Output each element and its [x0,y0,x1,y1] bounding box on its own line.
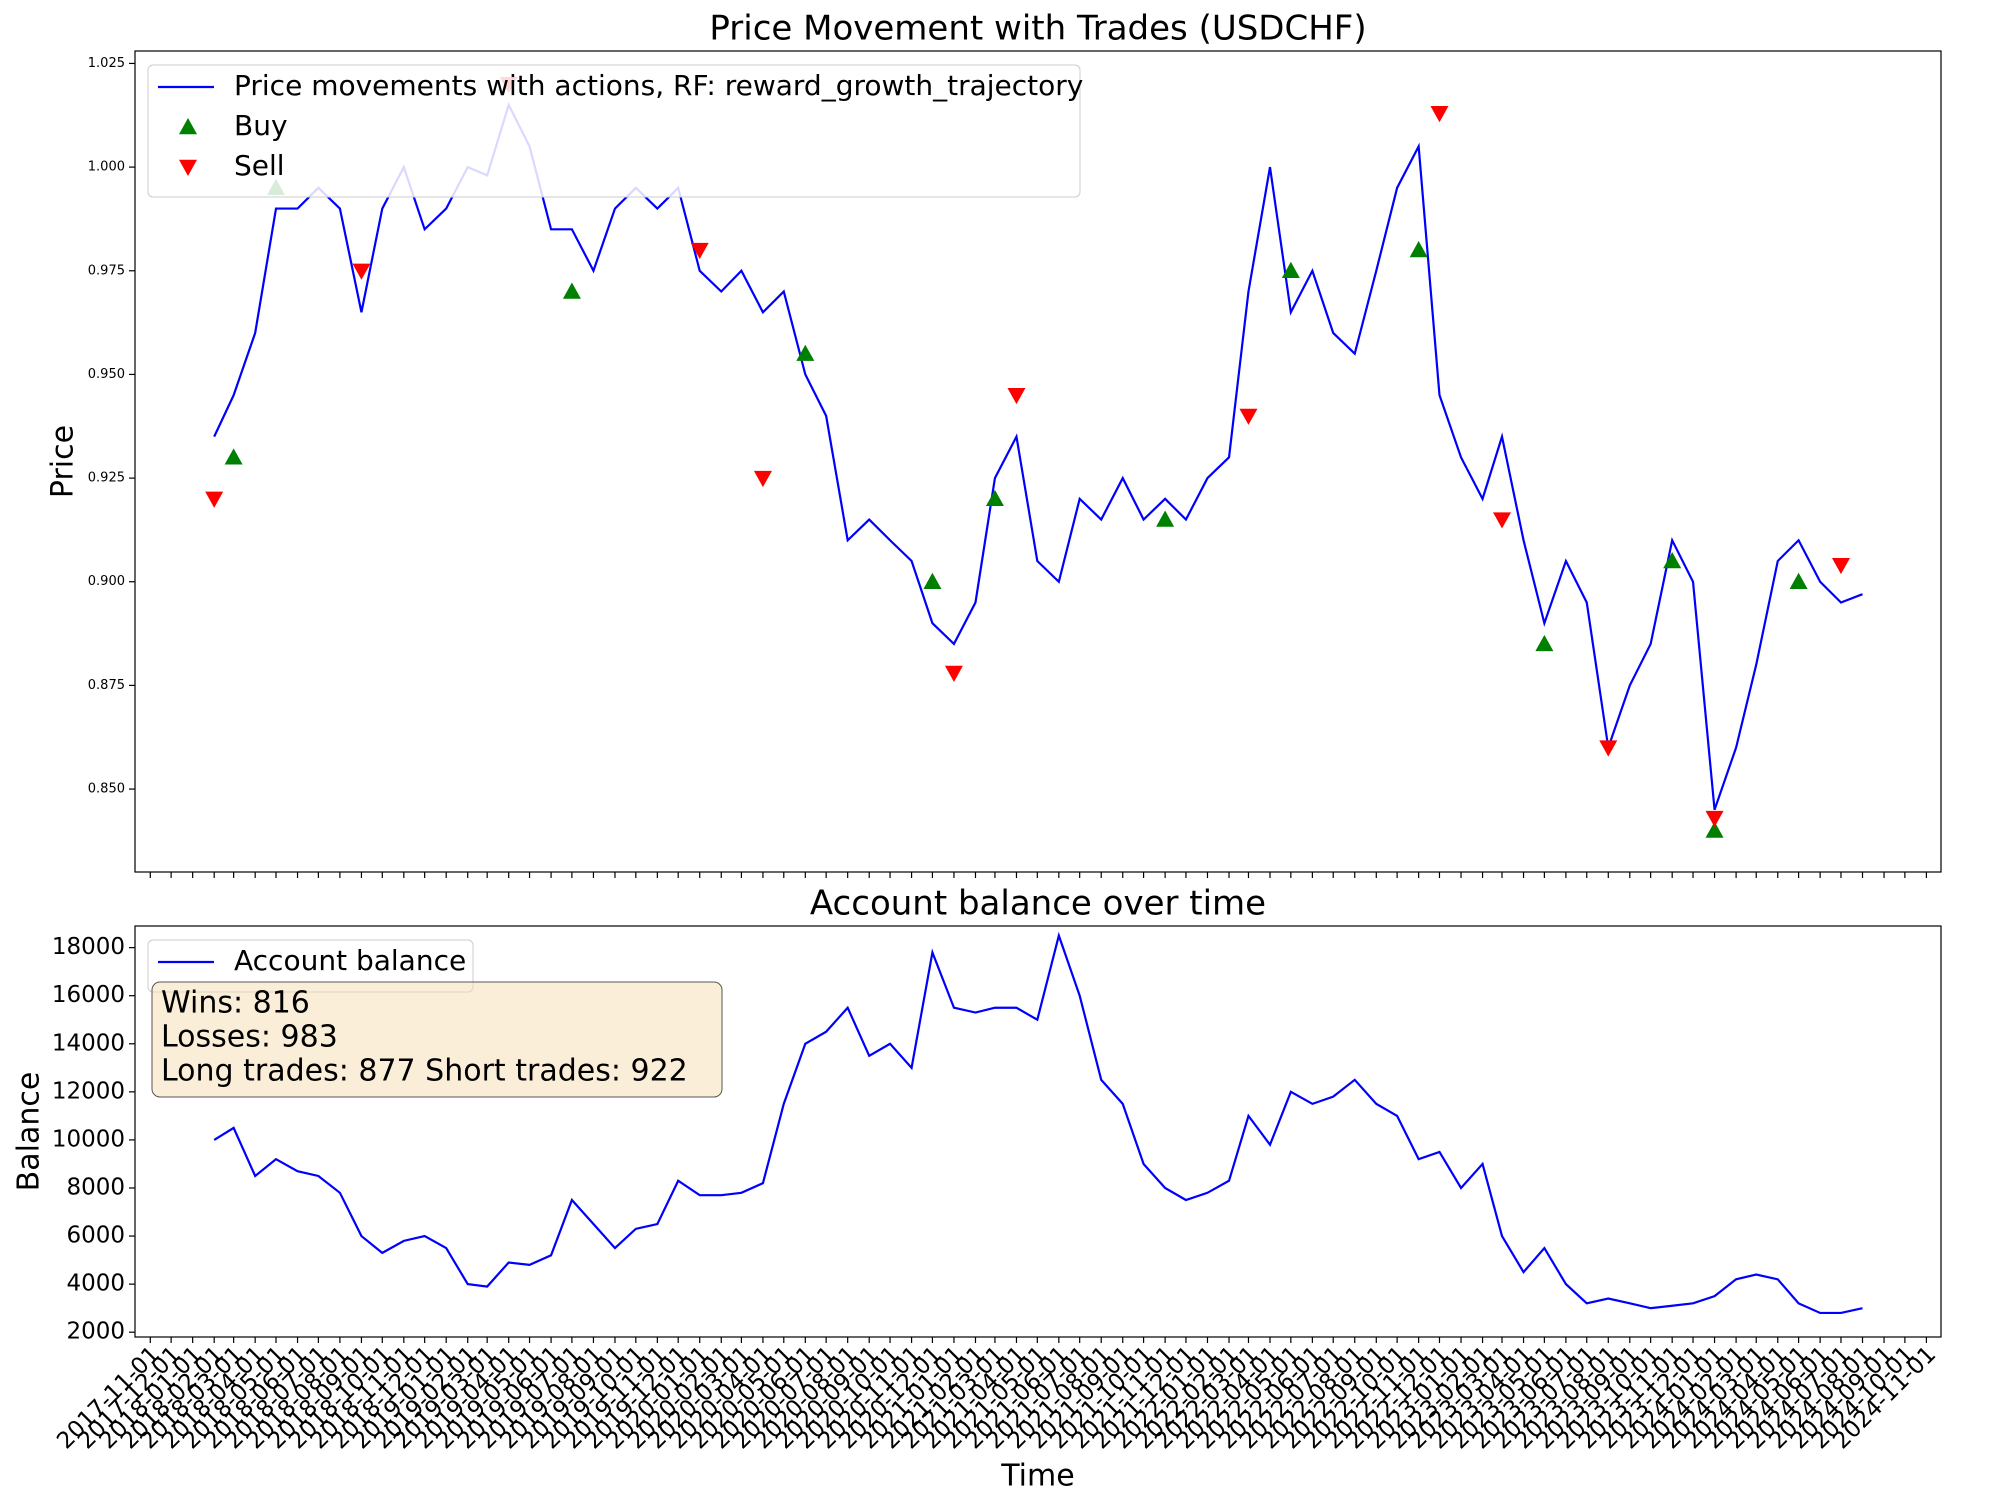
legend-label: Buy [234,109,288,142]
y-axis-label: Balance [12,1072,47,1192]
y-axis-label: Price [46,425,81,498]
trade-marker [1705,810,1724,828]
trade-marker [753,470,772,488]
trade-marker [985,489,1004,507]
trade-marker [1430,105,1449,123]
y-tick-label: 1.025 [88,56,125,71]
trade-marker [352,263,371,280]
trade-marker [1281,261,1300,278]
y-tick-label: 16000 [52,982,125,1008]
y-tick-label: 0.925 [88,471,125,486]
legend-label: Price movements with actions, RF: reward… [234,69,1083,102]
trade-marker [1007,387,1026,405]
annotation-text: Wins: 816 [161,986,310,1021]
y-tick-label: 12000 [52,1078,125,1104]
series-line [213,101,1863,811]
y-tick-label: 6000 [66,1223,125,1249]
trade-marker [923,572,942,589]
trade-marker [1535,634,1554,652]
trade-marker [1493,512,1512,529]
trade-marker [1239,408,1258,425]
trade-marker [224,448,243,465]
trade-marker [1409,241,1428,258]
y-tick-label: 0.875 [88,678,125,693]
trade-marker [1663,552,1682,569]
x-axis-label: Time [1000,1459,1074,1494]
plot-frame [134,925,1942,1338]
y-tick-label: 14000 [52,1030,125,1056]
y-tick-label: 0.900 [88,574,125,589]
trade-marker [690,242,709,260]
annotation-text: Losses: 983 [161,1020,338,1055]
legend-marker [179,118,197,135]
legend-marker [179,159,197,176]
y-tick-label: 0.850 [88,782,125,797]
chart-title: Account balance over time [810,884,1266,924]
legend-box [147,64,1081,198]
y-tick-label: 4000 [66,1271,125,1297]
y-tick-label: 1.000 [88,160,125,175]
trade-marker [944,665,963,682]
plot-frame [134,50,1942,873]
y-tick-label: 18000 [52,934,125,960]
subplot: Account balance over time Balance Time 2000… [12,884,1942,1494]
trade-marker [1705,821,1724,838]
y-tick-label: 2000 [66,1319,125,1345]
chart-title: Price Movement with Trades (USDCHF) [709,9,1366,49]
trade-marker [205,491,224,508]
legend-label: Sell [234,149,285,182]
trade-marker [1831,557,1850,575]
annotation-box [151,981,723,1098]
legend-label: Account balance [234,944,466,977]
y-tick-label: 0.975 [88,263,125,278]
trade-marker [796,344,815,361]
subplot: Price Movement with Trades (USDCHF) Price… [46,9,1942,878]
trade-marker [562,282,581,299]
y-tick-label: 8000 [66,1174,125,1200]
trade-marker [1156,510,1175,527]
trade-marker [1789,572,1808,589]
trade-marker [1599,740,1618,757]
annotation-text: Long trades: 877 Short trades: 922 [161,1054,688,1089]
y-tick-label: 0.950 [88,367,125,382]
y-tick-label: 10000 [52,1126,125,1152]
series-line [213,931,1863,1315]
